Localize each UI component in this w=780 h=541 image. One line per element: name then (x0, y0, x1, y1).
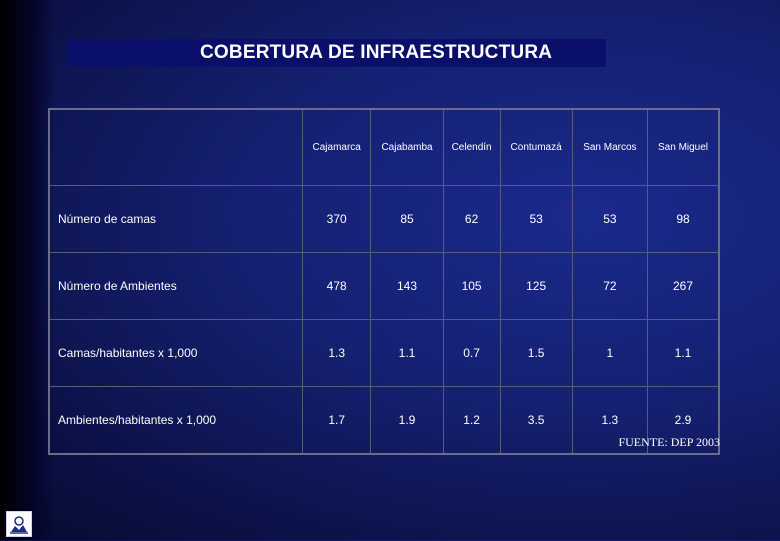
table-row: Camas/habitantes x 1,000 1.3 1.1 0.7 1.5… (48, 319, 720, 387)
column-header: San Miguel (647, 108, 720, 186)
table-cell: 1.1 (647, 319, 720, 387)
table-cell: 53 (571, 185, 649, 253)
table-cell: 2.9 (647, 386, 720, 455)
table-cell: 0.7 (442, 319, 501, 387)
column-header: Contumazá (499, 108, 573, 186)
table-cell: 370 (301, 185, 372, 253)
table-cell: 62 (442, 185, 501, 253)
left-edge-shade (0, 0, 55, 540)
title-band (66, 39, 606, 67)
table-cell: 1.1 (370, 319, 444, 387)
table-cell: 1.3 (571, 386, 649, 455)
table-corner-cell (48, 108, 303, 186)
row-label: Ambientes/habitantes x 1,000 (48, 386, 303, 455)
table-cell: 125 (499, 252, 573, 320)
column-header: Cajamarca (301, 108, 372, 186)
table-cell: 1.2 (442, 386, 501, 455)
table-row: Ambientes/habitantes x 1,000 1.7 1.9 1.2… (48, 386, 720, 455)
infrastructure-table: Cajamarca Cajabamba Celendín Contumazá S… (48, 108, 720, 455)
column-header: Cajabamba (370, 108, 444, 186)
table-cell: 72 (571, 252, 649, 320)
table-cell: 267 (647, 252, 720, 320)
table-cell: 85 (370, 185, 444, 253)
column-header: San Marcos (571, 108, 649, 186)
institution-logo-icon (6, 511, 32, 537)
page-title: COBERTURA DE INFRAESTRUCTURA (200, 42, 553, 63)
table-cell: 1.3 (301, 319, 372, 387)
table-cell: 143 (370, 252, 444, 320)
row-label: Número de camas (48, 185, 303, 253)
table-cell: 3.5 (499, 386, 573, 455)
table-cell: 1 (571, 319, 649, 387)
column-header: Celendín (442, 108, 501, 186)
table-row: Número de camas 370 85 62 53 53 98 (48, 185, 720, 253)
table-cell: 478 (301, 252, 372, 320)
table-cell: 1.5 (499, 319, 573, 387)
table-cell: 1.9 (370, 386, 444, 455)
table-cell: 105 (442, 252, 501, 320)
table-header-row: Cajamarca Cajabamba Celendín Contumazá S… (48, 108, 720, 186)
table-cell: 1.7 (301, 386, 372, 455)
table-cell: 53 (499, 185, 573, 253)
row-label: Camas/habitantes x 1,000 (48, 319, 303, 387)
table-cell: 98 (647, 185, 720, 253)
table-row: Número de Ambientes 478 143 105 125 72 2… (48, 252, 720, 320)
source-note: FUENTE: DEP 2003 (618, 435, 720, 449)
row-label: Número de Ambientes (48, 252, 303, 320)
